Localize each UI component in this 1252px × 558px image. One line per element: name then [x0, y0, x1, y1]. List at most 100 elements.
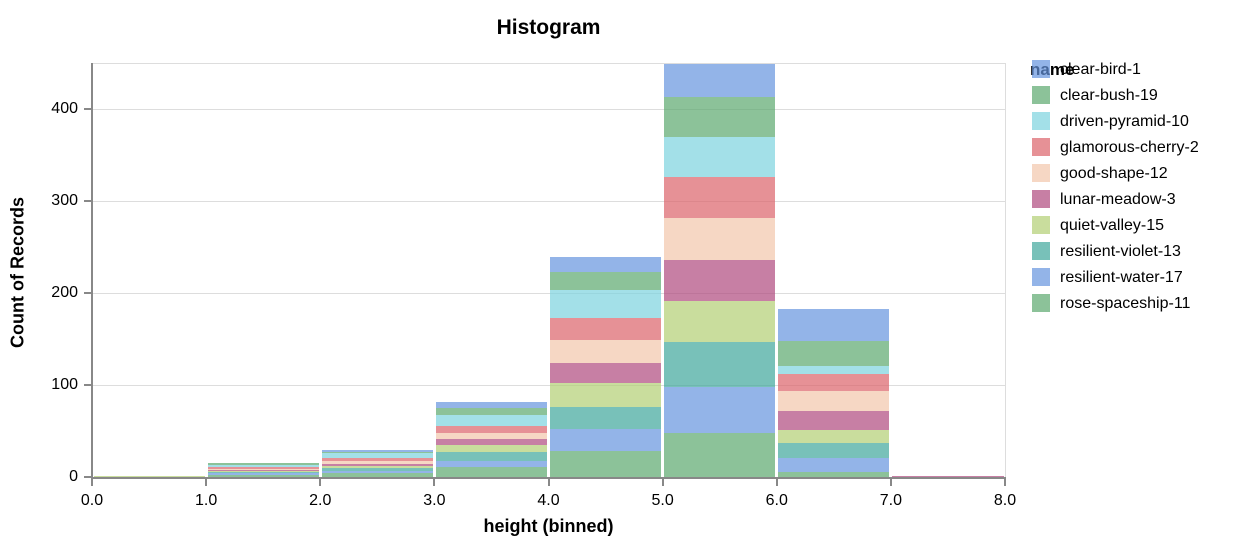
bar-segment-good-shape-12-bin2: [321, 461, 433, 465]
x-tick-0.0: [91, 479, 93, 486]
bar-segment-resilient-violet-13-bin4: [550, 407, 662, 430]
legend-swatch-clear-bird-1: [1032, 60, 1050, 78]
bar-segment-quiet-valley-15-bin5: [664, 301, 776, 342]
y-tick-400: [84, 108, 91, 110]
y-tick-label-0: 0: [69, 468, 78, 485]
y-tick-0: [84, 476, 91, 478]
bar-segment-lunar-meadow-3-bin1: [207, 469, 319, 471]
y-tick-100: [84, 384, 91, 386]
bar-segment-rose-spaceship-11-bin3: [435, 466, 547, 478]
y-axis-domain-line: [91, 63, 93, 478]
bar-segment-resilient-water-17-bin6: [778, 457, 890, 473]
x-tick-label-1.0: 1.0: [195, 492, 218, 509]
legend-swatch-resilient-water-17: [1032, 268, 1050, 286]
y-tick-label-100: 100: [51, 376, 78, 393]
x-tick-label-8.0: 8.0: [993, 492, 1017, 509]
bar-segment-clear-bird-1-bin5: [664, 64, 776, 98]
x-tick-1.0: [205, 479, 208, 486]
legend-item-rose-spaceship-11: rose-spaceship-11: [1030, 294, 1250, 320]
bar-segment-lunar-meadow-3-bin2: [321, 464, 433, 467]
legend-item-clear-bush-19: clear-bush-19: [1030, 86, 1250, 112]
legend-item-driven-pyramid-10: driven-pyramid-10: [1030, 112, 1250, 138]
bar-segment-quiet-valley-15-bin1: [207, 470, 319, 472]
bar-segment-resilient-water-17-bin4: [550, 429, 662, 452]
bar-segment-good-shape-12-bin6: [778, 390, 890, 411]
x-tick-3.0: [433, 479, 436, 486]
legend-item-resilient-violet-13: resilient-violet-13: [1030, 242, 1250, 268]
bar-segment-clear-bush-19-bin4: [550, 271, 662, 291]
x-axis-domain-line: [91, 477, 1006, 479]
plot-area: [92, 63, 1006, 478]
legend-item-lunar-meadow-3: lunar-meadow-3: [1030, 190, 1250, 216]
x-tick-label-4.0: 4.0: [537, 492, 560, 509]
bar-segment-resilient-water-17-bin5: [664, 386, 776, 433]
bar-segment-good-shape-12-bin4: [550, 340, 662, 363]
bar-segment-driven-pyramid-10-bin2: [321, 453, 433, 458]
bar-segment-rose-spaceship-11-bin1: [207, 475, 319, 478]
bar-segment-good-shape-12-bin1: [207, 468, 319, 470]
legend-swatch-rose-spaceship-11: [1032, 294, 1050, 312]
bar-segment-quiet-valley-15-bin4: [550, 383, 662, 408]
bar-segment-rose-spaceship-11-bin4: [550, 451, 662, 478]
legend-label-rose-spaceship-11: rose-spaceship-11: [1060, 295, 1191, 312]
bar-segment-quiet-valley-15-bin6: [778, 430, 890, 444]
y-tick-label-300: 300: [51, 192, 78, 209]
bar-segment-clear-bird-1-bin3: [435, 401, 547, 409]
legend-label-quiet-valley-15: quiet-valley-15: [1060, 217, 1165, 234]
bar-segment-lunar-meadow-3-bin3: [435, 439, 547, 445]
bar-segment-lunar-meadow-3-bin5: [664, 259, 776, 302]
legend-label-good-shape-12: good-shape-12: [1060, 165, 1168, 182]
x-tick-5.0: [661, 479, 664, 486]
legend-label-clear-bush-19: clear-bush-19: [1060, 87, 1158, 104]
bar-segment-clear-bush-19-bin2: [321, 452, 433, 454]
bar-segment-driven-pyramid-10-bin5: [664, 136, 776, 178]
bar-segment-driven-pyramid-10-bin6: [778, 365, 890, 375]
x-tick-6.0: [775, 479, 778, 486]
legend-item-glamorous-cherry-2: glamorous-cherry-2: [1030, 138, 1250, 164]
bar-segment-rose-spaceship-11-bin5: [664, 432, 776, 478]
legend-label-glamorous-cherry-2: glamorous-cherry-2: [1060, 139, 1199, 156]
bar-segment-clear-bird-1-bin6: [778, 308, 890, 341]
y-tick-label-400: 400: [51, 100, 78, 117]
legend-label-lunar-meadow-3: lunar-meadow-3: [1060, 191, 1176, 208]
legend-swatch-good-shape-12: [1032, 164, 1050, 182]
gridline-y-200: [92, 293, 1005, 294]
legend-item-quiet-valley-15: quiet-valley-15: [1030, 216, 1250, 242]
x-tick-label-0.0: 0.0: [80, 492, 104, 509]
x-tick-2.0: [319, 479, 322, 486]
legend-swatch-lunar-meadow-3: [1032, 190, 1050, 208]
bar-segment-clear-bush-19-bin3: [435, 408, 547, 415]
bar-segment-clear-bird-1-bin2: [321, 450, 433, 453]
x-tick-label-3.0: 3.0: [423, 492, 446, 509]
y-tick-300: [84, 200, 91, 202]
bar-segment-rose-spaceship-11-bin6: [778, 472, 890, 478]
bar-segment-resilient-water-17-bin3: [435, 460, 547, 467]
bar-segment-resilient-violet-13-bin2: [321, 467, 433, 471]
gridline-y-300: [92, 201, 1005, 202]
gridline-y-100: [92, 385, 1005, 386]
bar-segment-rose-spaceship-11-bin2: [321, 473, 433, 478]
bar-segment-driven-pyramid-10-bin1: [207, 465, 319, 467]
bar-segment-clear-bush-19-bin6: [778, 340, 890, 366]
bar-segment-resilient-violet-13-bin5: [664, 341, 776, 387]
bar-segment-clear-bird-1-bin4: [550, 257, 662, 272]
bar-segment-clear-bush-19-bin5: [664, 97, 776, 137]
bar-segment-lunar-meadow-3-bin6: [778, 410, 890, 431]
bar-segment-driven-pyramid-10-bin3: [435, 414, 547, 427]
bar-segment-glamorous-cherry-2-bin4: [550, 317, 662, 340]
bar-segment-glamorous-cherry-2-bin6: [778, 374, 890, 391]
legend-label-resilient-violet-13: resilient-violet-13: [1060, 243, 1181, 260]
legend: name clear-bird-1 clear-bush-19 driven-pyr…: [1030, 60, 1250, 312]
legend-swatch-clear-bush-19: [1032, 86, 1050, 104]
legend-label-driven-pyramid-10: driven-pyramid-10: [1060, 113, 1189, 130]
bar-segment-good-shape-12-bin5: [664, 217, 776, 260]
bar-segment-driven-pyramid-10-bin4: [550, 290, 662, 318]
y-tick-200: [84, 292, 91, 294]
y-axis-title: Count of Records: [7, 197, 28, 348]
x-tick-label-2.0: 2.0: [309, 492, 332, 509]
legend-item-good-shape-12: good-shape-12: [1030, 164, 1250, 190]
x-tick-4.0: [547, 479, 550, 486]
legend-swatch-glamorous-cherry-2: [1032, 138, 1050, 156]
gridline-y-400: [92, 109, 1005, 110]
